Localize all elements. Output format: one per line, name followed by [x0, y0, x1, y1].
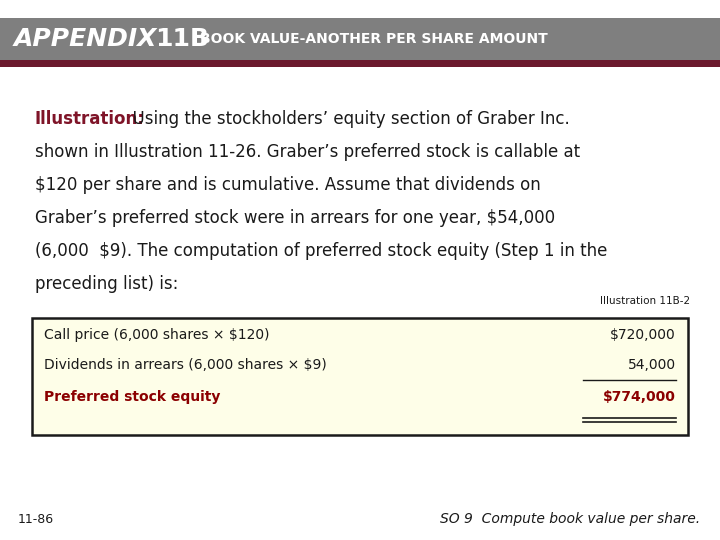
- Text: Preferred stock equity: Preferred stock equity: [44, 390, 220, 404]
- Text: (6,000  $9). The computation of preferred stock equity (Step 1 in the: (6,000 $9). The computation of preferred…: [35, 242, 608, 260]
- Text: $774,000: $774,000: [603, 390, 676, 404]
- Text: $120 per share and is cumulative. Assume that dividends on: $120 per share and is cumulative. Assume…: [35, 176, 541, 194]
- Bar: [0, 18, 720, 60]
- Text: 11-86: 11-86: [18, 513, 54, 526]
- Text: SO 9  Compute book value per share.: SO 9 Compute book value per share.: [440, 512, 700, 526]
- Text: Graber’s preferred stock were in arrears for one year, $54,000: Graber’s preferred stock were in arrears…: [35, 209, 555, 227]
- Text: 11B: 11B: [155, 27, 209, 51]
- Text: 54,000: 54,000: [628, 358, 676, 372]
- Text: Illustration:: Illustration:: [35, 110, 145, 128]
- Text: BOOK VALUE-ANOTHER PER SHARE AMOUNT: BOOK VALUE-ANOTHER PER SHARE AMOUNT: [200, 32, 548, 46]
- Text: APPENDIX: APPENDIX: [14, 27, 158, 51]
- Text: shown in Illustration 11-26. Graber’s preferred stock is callable at: shown in Illustration 11-26. Graber’s pr…: [35, 143, 580, 161]
- Bar: [0, 60, 720, 67]
- Text: Dividends in arrears (6,000 shares × $9): Dividends in arrears (6,000 shares × $9): [44, 358, 327, 372]
- Text: Illustration 11B-2: Illustration 11B-2: [600, 296, 690, 306]
- Text: $720,000: $720,000: [611, 328, 676, 342]
- Text: preceding list) is:: preceding list) is:: [35, 275, 179, 293]
- Text: Using the stockholders’ equity section of Graber Inc.: Using the stockholders’ equity section o…: [122, 110, 570, 128]
- Bar: [32, 318, 688, 435]
- Text: Call price (6,000 shares × $120): Call price (6,000 shares × $120): [44, 328, 269, 342]
